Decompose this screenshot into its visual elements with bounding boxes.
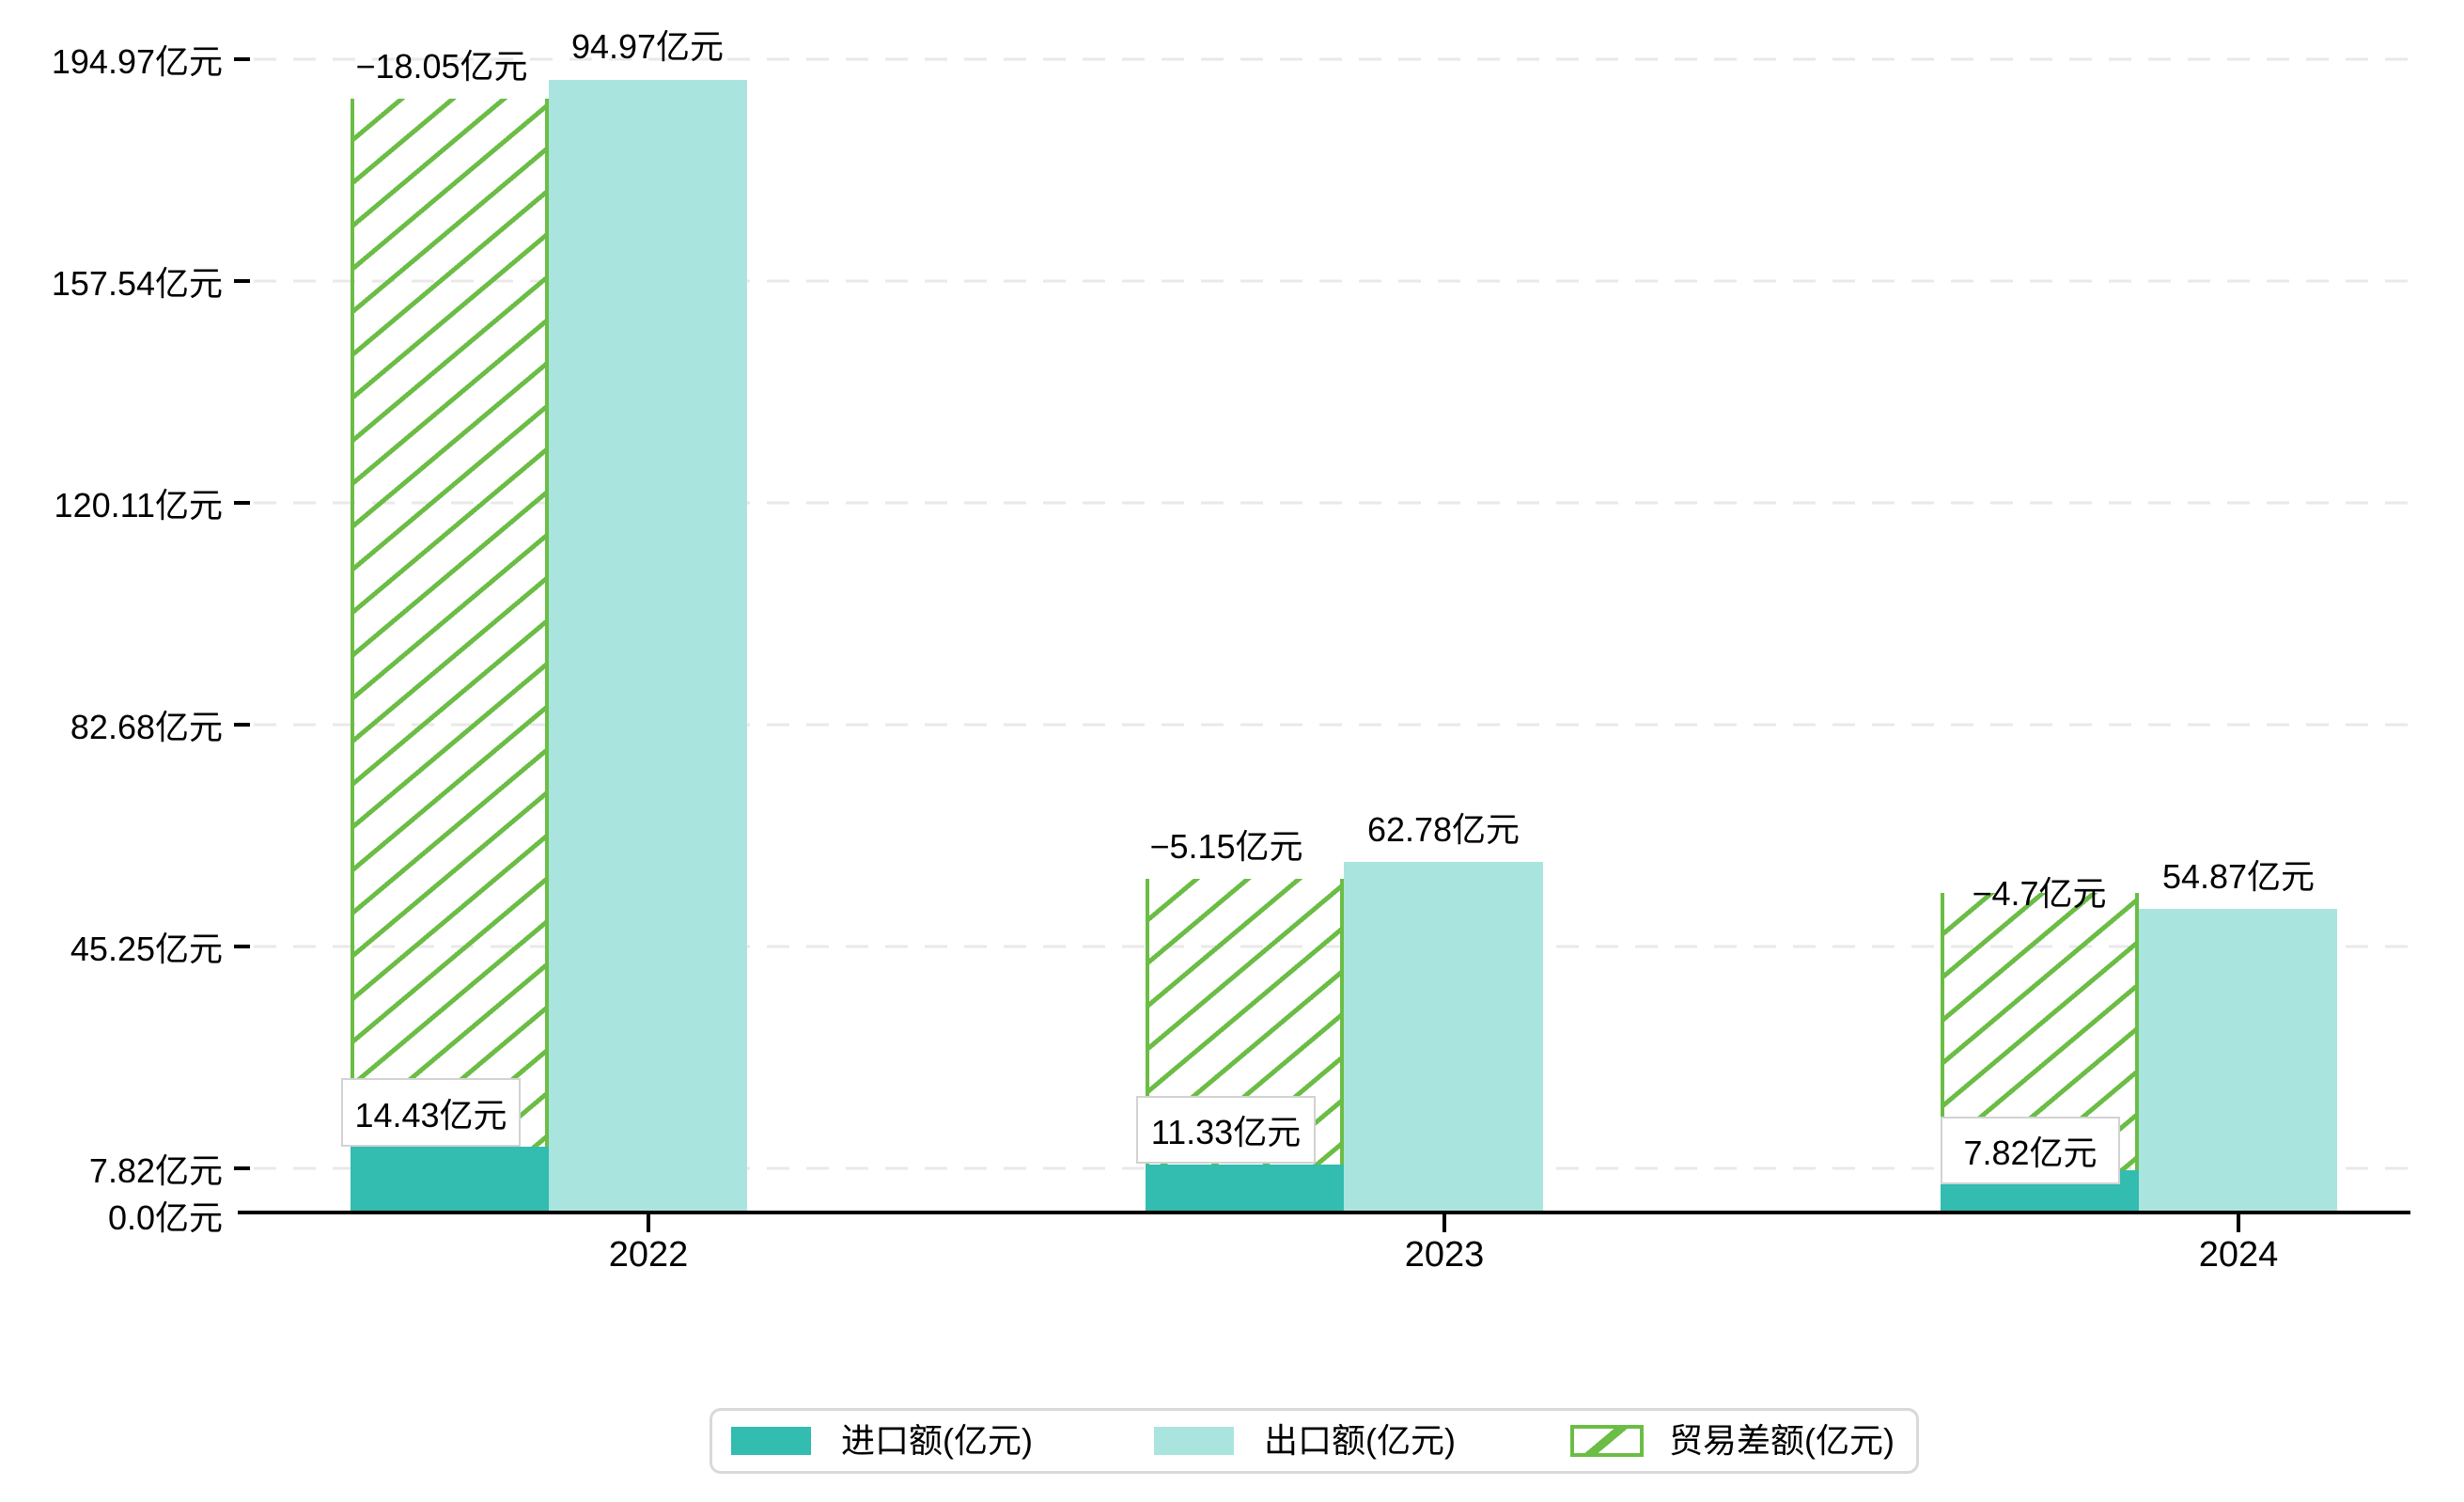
y-tick-label: 7.82亿元: [88, 1151, 223, 1190]
balance-value-label-2022: −18.05亿元: [355, 47, 528, 86]
x-tick-label-2022: 2022: [608, 1235, 689, 1275]
y-tick-mark: [234, 1166, 250, 1170]
balance-value-label-2023: −5.15亿元: [1149, 827, 1303, 866]
x-tick-label-2023: 2023: [1404, 1235, 1485, 1275]
y-tick-mark: [234, 723, 250, 727]
x-axis-line: [238, 1211, 2410, 1214]
legend-import-label: 进口额(亿元): [841, 1421, 1033, 1460]
legend: 进口额(亿元) 出口额(亿元) 贸易差额(亿元): [710, 1408, 1919, 1474]
y-tick-label: 194.97亿元: [51, 42, 223, 81]
legend-export-label: 出口额(亿元): [1264, 1421, 1456, 1460]
import-value-text-2024: 7.82亿元: [1963, 1134, 2098, 1172]
gridline: [254, 723, 2408, 727]
export-bar-2024: [2139, 909, 2337, 1213]
import-value-label-2024: 7.82亿元: [1941, 1117, 2120, 1184]
legend-import-swatch: [731, 1427, 811, 1455]
y-tick-label: 157.54亿元: [51, 264, 223, 303]
trade-balance-bar-2022: [351, 99, 549, 1147]
y-tick-label: 45.25亿元: [70, 930, 223, 968]
gridline: [254, 279, 2408, 283]
export-bar-2023: [1344, 862, 1543, 1213]
y-tick-mark: [234, 945, 250, 948]
export-value-label-2024: 54.87亿元: [2161, 857, 2316, 896]
legend-balance-swatch: [1570, 1425, 1644, 1457]
export-bar-2022: [549, 80, 747, 1213]
y-tick-label: 0.0亿元: [107, 1198, 223, 1237]
y-tick-mark: [234, 57, 250, 61]
import-value-text-2023: 11.33亿元: [1150, 1113, 1302, 1151]
y-tick-mark: [234, 501, 250, 505]
import-value-label-2022: 14.43亿元: [341, 1078, 521, 1147]
balance-value-label-2024: −4.7亿元: [1972, 874, 2107, 913]
x-tick-mark: [2237, 1214, 2240, 1232]
gridline: [254, 501, 2408, 505]
import-value-label-2023: 11.33亿元: [1136, 1096, 1316, 1164]
import-bar-2022: [351, 1147, 549, 1213]
export-value-label-2022: 94.97亿元: [570, 27, 725, 66]
legend-export-swatch: [1154, 1427, 1234, 1455]
export-value-label-2023: 62.78亿元: [1366, 810, 1521, 849]
y-tick-label: 82.68亿元: [70, 708, 223, 746]
x-tick-label-2024: 2024: [2198, 1235, 2279, 1275]
gridline: [254, 57, 2408, 61]
import-bar-2023: [1146, 1165, 1344, 1213]
y-tick-label: 120.11亿元: [54, 486, 223, 524]
y-tick-mark: [234, 279, 250, 283]
x-tick-mark: [647, 1214, 650, 1232]
x-tick-mark: [1443, 1214, 1446, 1232]
legend-balance-label: 贸易差额(亿元): [1669, 1421, 1895, 1460]
import-value-text-2022: 14.43亿元: [354, 1095, 507, 1134]
